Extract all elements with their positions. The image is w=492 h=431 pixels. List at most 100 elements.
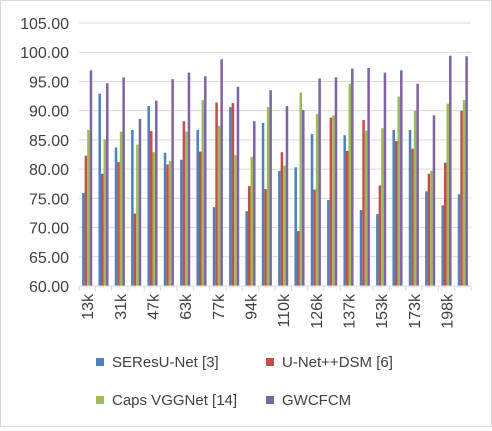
bar: [400, 70, 403, 286]
bar: [106, 83, 109, 286]
y-axis-labels: 60.00 65.00 70.00 75.00 80.00 85.00 90.00 95.00…: [20, 16, 69, 296]
y-tick-label: 90.00: [29, 104, 69, 121]
x-tick-label: 110k: [276, 293, 293, 328]
bar: [98, 93, 101, 287]
bar: [348, 83, 352, 286]
bar: [359, 210, 363, 286]
legend: SEResU-Net [3] U-Net++DSM [6] Caps VGGNet …: [96, 354, 393, 409]
bar: [187, 72, 191, 286]
bar: [229, 107, 232, 286]
bar: [432, 115, 436, 286]
bar: [171, 79, 174, 287]
bar: [138, 118, 142, 286]
legend-label: U-Net++DSM [6]: [282, 354, 393, 371]
bar: [381, 128, 384, 286]
bar: [441, 205, 444, 286]
bar: [247, 186, 251, 286]
x-tick-label: 31k: [113, 293, 130, 320]
bar: [411, 148, 414, 286]
legend-swatch: [266, 396, 274, 404]
legend-swatch: [96, 358, 104, 366]
bar: [294, 167, 297, 286]
bar: [119, 131, 123, 286]
x-axis-labels: 13k 31k 47k 63k 77k 94k 110k 126k 137k 153k 173k 19…: [80, 293, 456, 329]
bar: [204, 76, 207, 286]
bar: [250, 156, 254, 286]
bars: [82, 55, 468, 287]
x-tick-label: 173k: [407, 293, 424, 329]
bar: [168, 160, 172, 286]
bar: [280, 152, 284, 286]
bar: [182, 121, 186, 286]
bar: [253, 121, 256, 286]
bar: [446, 103, 450, 286]
y-tick-label: 60.00: [29, 279, 69, 296]
bar: [408, 129, 412, 286]
bar: [283, 165, 286, 286]
bar: [261, 122, 265, 286]
bar: [351, 68, 354, 286]
bar: [136, 144, 139, 286]
bar: [155, 100, 158, 286]
bar: [397, 96, 401, 286]
gridlines: [79, 22, 471, 258]
bar: [231, 103, 235, 287]
bar: [343, 135, 346, 286]
bar: [416, 83, 419, 286]
bar: [278, 170, 281, 286]
bar: [103, 139, 107, 286]
bar: [245, 211, 248, 286]
bar: [299, 92, 303, 286]
bar: [198, 151, 202, 286]
x-tick-label: 63k: [178, 293, 195, 320]
y-tick-label: 65.00: [29, 250, 69, 267]
bar: [332, 115, 335, 286]
bar: [362, 120, 365, 286]
bar: [462, 100, 466, 286]
bar: [329, 117, 333, 287]
bar: [392, 129, 395, 286]
bar: [196, 129, 199, 286]
bar: [152, 152, 156, 286]
x-tick-label: 198k: [440, 293, 457, 329]
y-tick-label: 105.00: [20, 16, 69, 33]
x-tick-label: 94k: [244, 293, 261, 320]
bar: [185, 131, 188, 286]
bar: [430, 170, 433, 286]
x-tick-label: 77k: [211, 293, 228, 320]
bar: [383, 72, 387, 286]
x-tick-label: 13k: [80, 293, 97, 320]
bar: [212, 207, 216, 286]
bar: [163, 152, 167, 286]
y-tick-label: 70.00: [29, 221, 69, 238]
bar: [180, 159, 183, 286]
bar: [425, 191, 428, 286]
bar: [318, 78, 321, 287]
bar: [100, 173, 104, 286]
bar: [87, 129, 90, 286]
bar: [147, 105, 150, 286]
bar: [84, 155, 88, 286]
y-tick-label: 75.00: [29, 191, 69, 208]
bar: [313, 189, 316, 286]
legend-swatch: [96, 396, 104, 404]
bar: [236, 86, 240, 287]
bar: [449, 55, 452, 287]
x-tick-label: 47k: [146, 293, 163, 320]
bar: [269, 90, 272, 286]
legend-swatch: [266, 358, 274, 366]
bar: [302, 110, 305, 287]
bar: [315, 114, 319, 286]
bar: [149, 131, 153, 286]
bar: [166, 164, 169, 286]
bar: [413, 110, 417, 287]
y-tick-label: 95.00: [29, 74, 69, 91]
bar: [378, 185, 382, 286]
bar: [266, 107, 270, 286]
legend-label: GWCFCM: [282, 392, 351, 409]
bar: [296, 231, 300, 286]
bar: [443, 162, 447, 286]
y-tick-label: 80.00: [29, 162, 69, 179]
